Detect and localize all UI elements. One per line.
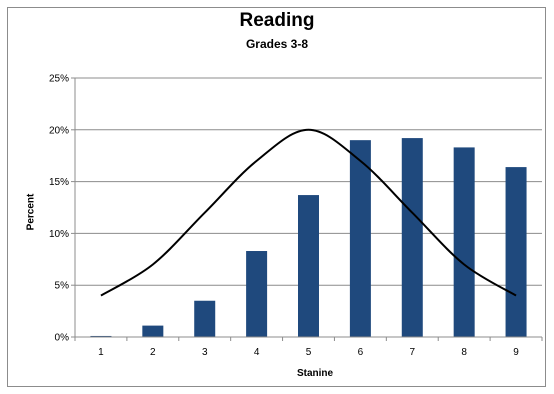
chart-title: Reading [239,10,315,31]
x-tick-label: 5 [306,347,312,358]
bar [349,140,371,337]
y-tick-label: 5% [55,281,70,292]
x-tick-label: 6 [358,347,364,358]
y-tick-label: 0% [55,333,70,344]
y-tick-label: 20% [49,125,69,136]
axes [71,77,543,341]
x-axis-label: Stanine [296,368,334,379]
x-tick-label: 7 [409,347,415,358]
bar [246,251,268,337]
bar [453,147,475,337]
x-tick-label: 4 [254,347,260,358]
bar [401,138,423,337]
bar [298,195,319,337]
normal-curve-line [100,128,517,297]
y-tick-labels: 0% 5% 10% 15% 20% 25% [49,74,69,344]
bar [90,335,112,337]
x-tick-label: 3 [202,347,208,358]
bar [505,167,527,337]
x-tick-label: 2 [150,347,156,358]
x-tick-label: 9 [513,347,519,358]
chart-subtitle: Grades 3-8 [245,37,309,51]
bar-series [90,138,527,337]
bar [194,300,216,337]
y-tick-label: 25% [49,74,69,85]
x-tick-labels: 1 2 3 4 5 6 7 8 9 [98,347,519,358]
bar [142,325,164,337]
normal-curve [100,128,517,297]
y-tick-label: 10% [49,229,69,240]
y-tick-label: 15% [49,177,69,188]
x-tick-label: 8 [461,347,467,358]
x-tick-label: 1 [98,347,104,358]
